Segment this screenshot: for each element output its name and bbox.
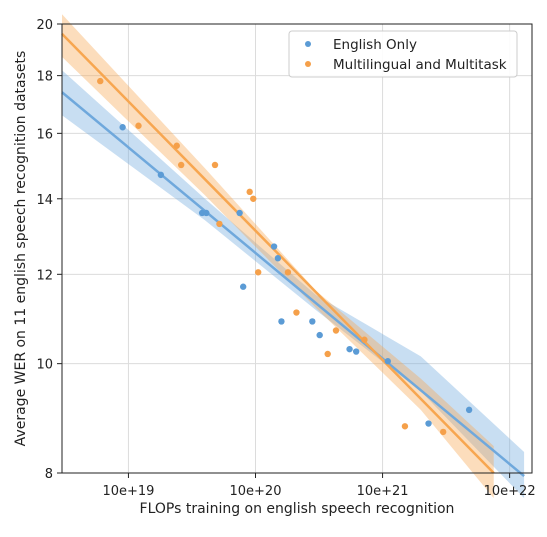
data-point-english-only xyxy=(157,171,165,179)
data-point-english-only xyxy=(384,358,392,365)
data-point-english-only xyxy=(352,348,360,355)
data-point-english-only xyxy=(316,331,323,339)
data-point-english-only xyxy=(236,209,243,217)
data-point-english-only xyxy=(309,318,316,325)
y-axis-ticks: 8 10 12 14 16 18 20 xyxy=(36,18,62,482)
y-tick-label: 16 xyxy=(36,127,53,142)
data-point-multilingual-and-multitask xyxy=(324,350,331,358)
data-point-multilingual-and-multitask xyxy=(284,269,292,276)
data-point-english-only xyxy=(278,318,285,325)
y-tick-label: 20 xyxy=(36,18,53,33)
y-tick-label: 12 xyxy=(36,268,53,283)
data-point-multilingual-and-multitask xyxy=(250,195,257,202)
data-point-multilingual-and-multitask xyxy=(293,309,300,316)
y-tick-label: 8 xyxy=(45,467,53,482)
x-tick-label: 10e+20 xyxy=(230,484,282,499)
data-point-multilingual-and-multitask xyxy=(401,423,409,430)
data-point-english-only xyxy=(465,406,473,414)
data-point-multilingual-and-multitask xyxy=(173,142,180,149)
legend-marker-multilingual xyxy=(305,61,311,67)
data-point-multilingual-and-multitask xyxy=(361,336,368,343)
x-axis-ticks: 10e+19 10e+20 10e+21 10e+22 xyxy=(102,473,536,499)
data-point-multilingual-and-multitask xyxy=(216,220,223,228)
data-point-english-only xyxy=(239,283,247,290)
y-axis-label: Average WER on 11 english speech recogni… xyxy=(13,51,29,447)
data-point-english-only xyxy=(425,420,432,427)
x-tick-label: 10e+22 xyxy=(484,484,536,499)
y-tick-label: 18 xyxy=(36,70,53,85)
data-point-english-only xyxy=(346,345,353,353)
legend: English Only Multilingual and Multitask xyxy=(288,30,518,78)
legend-box xyxy=(288,30,518,78)
legend-label-multilingual: Multilingual and Multitask xyxy=(333,57,507,73)
y-tick-label: 10 xyxy=(36,358,53,373)
data-point-multilingual-and-multitask xyxy=(135,122,142,129)
data-point-english-only xyxy=(270,243,278,250)
data-points xyxy=(97,77,473,436)
data-point-multilingual-and-multitask xyxy=(254,269,262,276)
data-point-multilingual-and-multitask xyxy=(211,161,219,169)
fit-lines xyxy=(61,33,525,478)
data-point-english-only xyxy=(203,209,210,217)
fit-line-english-only xyxy=(61,91,525,478)
fit-line-multilingual-and-multitask xyxy=(61,33,495,474)
data-point-english-only xyxy=(119,124,126,131)
x-tick-label: 10e+21 xyxy=(357,484,409,499)
legend-label-english-only: English Only xyxy=(333,37,417,53)
data-point-multilingual-and-multitask xyxy=(332,327,340,334)
x-axis-label: FLOPs training on english speech recogni… xyxy=(140,501,455,517)
data-point-multilingual-and-multitask xyxy=(439,428,447,436)
legend-marker-english-only xyxy=(305,41,311,47)
data-point-multilingual-and-multitask xyxy=(97,77,104,85)
data-point-english-only xyxy=(274,255,282,262)
plot-frame xyxy=(61,23,533,474)
data-point-multilingual-and-multitask xyxy=(246,188,253,196)
x-tick-label: 10e+19 xyxy=(102,484,154,499)
data-point-multilingual-and-multitask xyxy=(177,161,185,169)
y-tick-label: 14 xyxy=(36,193,53,208)
